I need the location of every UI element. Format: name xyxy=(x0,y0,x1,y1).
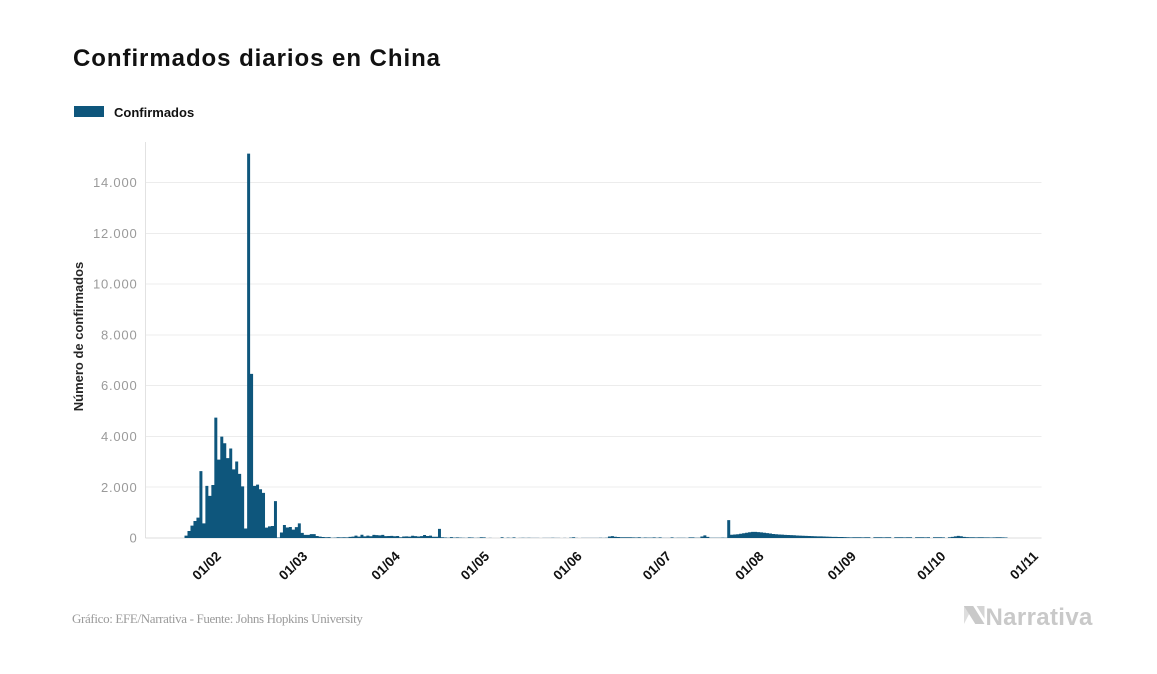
svg-text:01/04: 01/04 xyxy=(368,548,403,583)
svg-text:01/06: 01/06 xyxy=(550,548,585,583)
svg-text:8.000: 8.000 xyxy=(101,328,138,343)
svg-text:01/02: 01/02 xyxy=(189,549,224,584)
svg-text:01/11: 01/11 xyxy=(1007,548,1041,582)
svg-text:01/07: 01/07 xyxy=(640,549,675,584)
svg-text:01/05: 01/05 xyxy=(458,548,493,583)
svg-text:Número de confirmados: Número de confirmados xyxy=(71,262,86,412)
svg-text:2.000: 2.000 xyxy=(101,480,138,495)
svg-text:01/03: 01/03 xyxy=(276,548,311,583)
svg-text:0: 0 xyxy=(129,531,137,546)
svg-text:4.000: 4.000 xyxy=(101,429,138,444)
svg-text:01/10: 01/10 xyxy=(914,549,949,584)
svg-text:6.000: 6.000 xyxy=(101,378,138,393)
svg-text:14.000: 14.000 xyxy=(93,175,138,190)
svg-text:10.000: 10.000 xyxy=(93,277,138,292)
svg-text:01/08: 01/08 xyxy=(732,548,767,583)
svg-text:01/09: 01/09 xyxy=(825,549,860,584)
svg-text:12.000: 12.000 xyxy=(93,226,138,241)
